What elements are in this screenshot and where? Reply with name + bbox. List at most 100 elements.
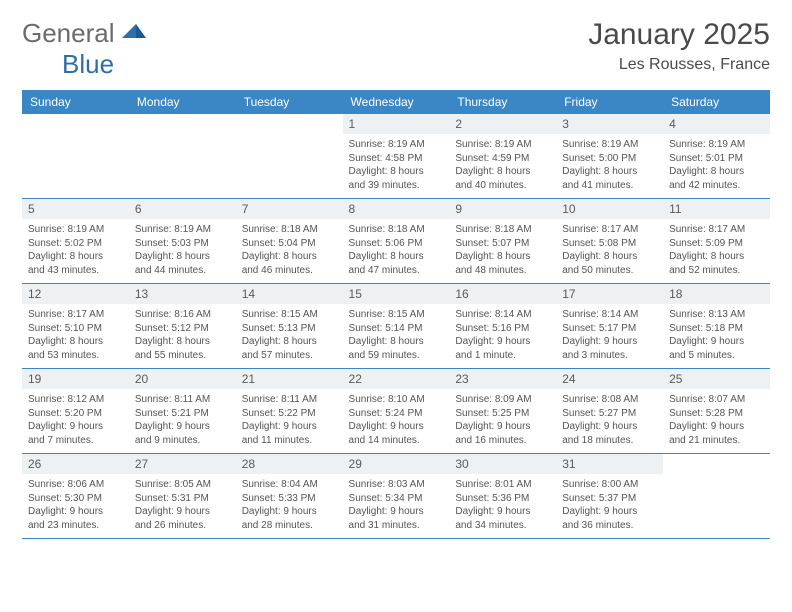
day-details: Sunrise: 8:07 AMSunset: 5:28 PMDaylight:… <box>663 389 770 453</box>
day-details: Sunrise: 8:08 AMSunset: 5:27 PMDaylight:… <box>556 389 663 453</box>
day-details: Sunrise: 8:15 AMSunset: 5:14 PMDaylight:… <box>343 304 450 368</box>
calendar-day: 31Sunrise: 8:00 AMSunset: 5:37 PMDayligh… <box>556 454 663 539</box>
day-details: Sunrise: 8:09 AMSunset: 5:25 PMDaylight:… <box>449 389 556 453</box>
day-details: Sunrise: 8:17 AMSunset: 5:09 PMDaylight:… <box>663 219 770 283</box>
logo: General Blue <box>22 18 146 80</box>
calendar-day: 27Sunrise: 8:05 AMSunset: 5:31 PMDayligh… <box>129 454 236 539</box>
calendar-table: SundayMondayTuesdayWednesdayThursdayFrid… <box>22 90 770 539</box>
day-number: 3 <box>556 114 663 134</box>
day-number: 17 <box>556 284 663 304</box>
calendar-header-row: SundayMondayTuesdayWednesdayThursdayFrid… <box>22 90 770 114</box>
day-number: 10 <box>556 199 663 219</box>
day-details: Sunrise: 8:03 AMSunset: 5:34 PMDaylight:… <box>343 474 450 538</box>
day-details: Sunrise: 8:01 AMSunset: 5:36 PMDaylight:… <box>449 474 556 538</box>
day-details: Sunrise: 8:11 AMSunset: 5:22 PMDaylight:… <box>236 389 343 453</box>
calendar-day: 19Sunrise: 8:12 AMSunset: 5:20 PMDayligh… <box>22 369 129 454</box>
day-details: Sunrise: 8:19 AMSunset: 5:02 PMDaylight:… <box>22 219 129 283</box>
calendar-day: 16Sunrise: 8:14 AMSunset: 5:16 PMDayligh… <box>449 284 556 369</box>
weekday-header: Monday <box>129 90 236 114</box>
calendar-day: 20Sunrise: 8:11 AMSunset: 5:21 PMDayligh… <box>129 369 236 454</box>
calendar-day: 1Sunrise: 8:19 AMSunset: 4:58 PMDaylight… <box>343 114 450 199</box>
day-details: Sunrise: 8:16 AMSunset: 5:12 PMDaylight:… <box>129 304 236 368</box>
weekday-header: Saturday <box>663 90 770 114</box>
calendar-day: 24Sunrise: 8:08 AMSunset: 5:27 PMDayligh… <box>556 369 663 454</box>
day-number: 7 <box>236 199 343 219</box>
calendar-week: 19Sunrise: 8:12 AMSunset: 5:20 PMDayligh… <box>22 369 770 454</box>
calendar-day: 9Sunrise: 8:18 AMSunset: 5:07 PMDaylight… <box>449 199 556 284</box>
calendar-day: 5Sunrise: 8:19 AMSunset: 5:02 PMDaylight… <box>22 199 129 284</box>
calendar-day: 13Sunrise: 8:16 AMSunset: 5:12 PMDayligh… <box>129 284 236 369</box>
calendar-day: 30Sunrise: 8:01 AMSunset: 5:36 PMDayligh… <box>449 454 556 539</box>
calendar-day: 10Sunrise: 8:17 AMSunset: 5:08 PMDayligh… <box>556 199 663 284</box>
day-details: Sunrise: 8:00 AMSunset: 5:37 PMDaylight:… <box>556 474 663 538</box>
calendar-week: 1Sunrise: 8:19 AMSunset: 4:58 PMDaylight… <box>22 114 770 199</box>
calendar-day: 11Sunrise: 8:17 AMSunset: 5:09 PMDayligh… <box>663 199 770 284</box>
day-details: Sunrise: 8:19 AMSunset: 4:59 PMDaylight:… <box>449 134 556 198</box>
day-number: 19 <box>22 369 129 389</box>
weekday-header: Wednesday <box>343 90 450 114</box>
weekday-header: Friday <box>556 90 663 114</box>
day-number: 18 <box>663 284 770 304</box>
day-details: Sunrise: 8:19 AMSunset: 5:00 PMDaylight:… <box>556 134 663 198</box>
day-number: 29 <box>343 454 450 474</box>
calendar-day: 7Sunrise: 8:18 AMSunset: 5:04 PMDaylight… <box>236 199 343 284</box>
title-block: January 2025 Les Rousses, France <box>588 18 770 74</box>
day-details: Sunrise: 8:15 AMSunset: 5:13 PMDaylight:… <box>236 304 343 368</box>
logo-word-blue: Blue <box>62 49 114 79</box>
calendar-day: 23Sunrise: 8:09 AMSunset: 5:25 PMDayligh… <box>449 369 556 454</box>
calendar-day: 14Sunrise: 8:15 AMSunset: 5:13 PMDayligh… <box>236 284 343 369</box>
logo-word-general: General <box>22 18 115 48</box>
calendar-day: 6Sunrise: 8:19 AMSunset: 5:03 PMDaylight… <box>129 199 236 284</box>
day-number: 24 <box>556 369 663 389</box>
logo-flag-icon <box>122 18 146 49</box>
calendar-day-empty <box>663 454 770 539</box>
day-details: Sunrise: 8:18 AMSunset: 5:04 PMDaylight:… <box>236 219 343 283</box>
header: General Blue January 2025 Les Rousses, F… <box>22 18 770 80</box>
day-number: 8 <box>343 199 450 219</box>
day-details: Sunrise: 8:11 AMSunset: 5:21 PMDaylight:… <box>129 389 236 453</box>
calendar-day: 4Sunrise: 8:19 AMSunset: 5:01 PMDaylight… <box>663 114 770 199</box>
day-details: Sunrise: 8:19 AMSunset: 5:03 PMDaylight:… <box>129 219 236 283</box>
day-number: 4 <box>663 114 770 134</box>
day-details: Sunrise: 8:05 AMSunset: 5:31 PMDaylight:… <box>129 474 236 538</box>
calendar-day: 29Sunrise: 8:03 AMSunset: 5:34 PMDayligh… <box>343 454 450 539</box>
day-details: Sunrise: 8:19 AMSunset: 4:58 PMDaylight:… <box>343 134 450 198</box>
day-number: 25 <box>663 369 770 389</box>
calendar-day-empty <box>236 114 343 199</box>
day-number: 27 <box>129 454 236 474</box>
month-title: January 2025 <box>588 18 770 52</box>
day-number: 1 <box>343 114 450 134</box>
day-details: Sunrise: 8:14 AMSunset: 5:17 PMDaylight:… <box>556 304 663 368</box>
day-details: Sunrise: 8:19 AMSunset: 5:01 PMDaylight:… <box>663 134 770 198</box>
day-number: 2 <box>449 114 556 134</box>
calendar-day-empty <box>129 114 236 199</box>
day-details: Sunrise: 8:04 AMSunset: 5:33 PMDaylight:… <box>236 474 343 538</box>
calendar-week: 12Sunrise: 8:17 AMSunset: 5:10 PMDayligh… <box>22 284 770 369</box>
day-number: 11 <box>663 199 770 219</box>
day-number: 16 <box>449 284 556 304</box>
calendar-week: 5Sunrise: 8:19 AMSunset: 5:02 PMDaylight… <box>22 199 770 284</box>
day-number: 26 <box>22 454 129 474</box>
day-number: 13 <box>129 284 236 304</box>
calendar-day: 15Sunrise: 8:15 AMSunset: 5:14 PMDayligh… <box>343 284 450 369</box>
weekday-header: Thursday <box>449 90 556 114</box>
day-number: 5 <box>22 199 129 219</box>
calendar-week: 26Sunrise: 8:06 AMSunset: 5:30 PMDayligh… <box>22 454 770 539</box>
calendar-day: 8Sunrise: 8:18 AMSunset: 5:06 PMDaylight… <box>343 199 450 284</box>
day-details: Sunrise: 8:13 AMSunset: 5:18 PMDaylight:… <box>663 304 770 368</box>
day-number: 28 <box>236 454 343 474</box>
calendar-day: 21Sunrise: 8:11 AMSunset: 5:22 PMDayligh… <box>236 369 343 454</box>
logo-text: General Blue <box>22 18 146 80</box>
day-number: 20 <box>129 369 236 389</box>
day-number: 14 <box>236 284 343 304</box>
day-details: Sunrise: 8:06 AMSunset: 5:30 PMDaylight:… <box>22 474 129 538</box>
location-label: Les Rousses, France <box>588 56 770 74</box>
day-details: Sunrise: 8:18 AMSunset: 5:06 PMDaylight:… <box>343 219 450 283</box>
day-number: 31 <box>556 454 663 474</box>
calendar-day: 18Sunrise: 8:13 AMSunset: 5:18 PMDayligh… <box>663 284 770 369</box>
calendar-body: 1Sunrise: 8:19 AMSunset: 4:58 PMDaylight… <box>22 114 770 539</box>
calendar-day: 2Sunrise: 8:19 AMSunset: 4:59 PMDaylight… <box>449 114 556 199</box>
weekday-header: Sunday <box>22 90 129 114</box>
calendar-day: 28Sunrise: 8:04 AMSunset: 5:33 PMDayligh… <box>236 454 343 539</box>
calendar-day: 3Sunrise: 8:19 AMSunset: 5:00 PMDaylight… <box>556 114 663 199</box>
